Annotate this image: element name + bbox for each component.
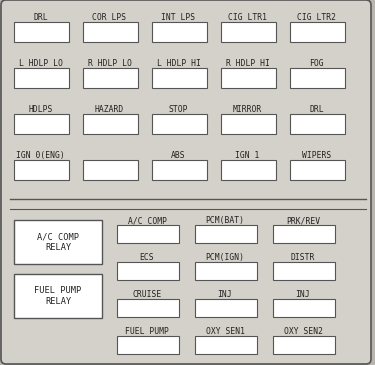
Bar: [273, 336, 335, 354]
Text: A/C COMP
RELAY: A/C COMP RELAY: [37, 232, 79, 252]
Bar: [290, 114, 345, 134]
Text: HDLPS: HDLPS: [28, 105, 53, 114]
Bar: [290, 22, 345, 42]
Bar: [290, 68, 345, 88]
Bar: [14, 68, 69, 88]
Bar: [152, 22, 207, 42]
Bar: [273, 225, 335, 243]
Text: IGN 1: IGN 1: [236, 151, 260, 160]
Bar: [14, 114, 69, 134]
Bar: [83, 22, 138, 42]
Bar: [152, 160, 207, 180]
Text: ECS: ECS: [140, 253, 154, 262]
Text: CIG LTR1: CIG LTR1: [228, 13, 267, 22]
Text: L HDLP HI: L HDLP HI: [157, 59, 200, 68]
Bar: [83, 160, 138, 180]
Text: A/C COMP: A/C COMP: [128, 216, 166, 225]
Bar: [117, 262, 179, 280]
Bar: [83, 114, 138, 134]
Text: PCM(BAT): PCM(BAT): [206, 216, 245, 225]
Text: DISTR: DISTR: [291, 253, 315, 262]
Text: OXY SEN2: OXY SEN2: [284, 327, 322, 336]
Bar: [117, 299, 179, 317]
Bar: [117, 336, 179, 354]
Text: INJ: INJ: [296, 290, 310, 299]
Text: PCM(IGN): PCM(IGN): [206, 253, 245, 262]
Bar: [221, 114, 276, 134]
Bar: [83, 68, 138, 88]
Text: IGN 0(ENG): IGN 0(ENG): [16, 151, 65, 160]
Bar: [273, 262, 335, 280]
Text: ABS: ABS: [171, 151, 186, 160]
Text: FOG: FOG: [309, 59, 324, 68]
Bar: [117, 225, 179, 243]
Text: HAZARD: HAZARD: [95, 105, 124, 114]
Text: DRL: DRL: [33, 13, 48, 22]
Text: DRL: DRL: [309, 105, 324, 114]
Text: PRK/REV: PRK/REV: [286, 216, 320, 225]
Text: FUEL PUMP: FUEL PUMP: [125, 327, 169, 336]
Text: R HDLP HI: R HDLP HI: [226, 59, 269, 68]
Text: COR LPS: COR LPS: [92, 13, 126, 22]
Bar: [14, 160, 69, 180]
Bar: [273, 299, 335, 317]
Text: L HDLP LO: L HDLP LO: [18, 59, 62, 68]
Bar: [221, 68, 276, 88]
Text: OXY SEN1: OXY SEN1: [206, 327, 245, 336]
Text: FUEL PUMP
RELAY: FUEL PUMP RELAY: [34, 286, 82, 306]
Bar: [221, 22, 276, 42]
Text: WIPERS: WIPERS: [302, 151, 331, 160]
Bar: [152, 68, 207, 88]
Text: STOP: STOP: [169, 105, 188, 114]
Bar: [195, 299, 257, 317]
Text: INT LPS: INT LPS: [161, 13, 196, 22]
Bar: [195, 262, 257, 280]
Bar: [290, 160, 345, 180]
Text: INJ: INJ: [217, 290, 232, 299]
Bar: [14, 22, 69, 42]
Bar: [14, 274, 102, 318]
Text: CIG LTR2: CIG LTR2: [297, 13, 336, 22]
Bar: [195, 336, 257, 354]
Text: MIRROR: MIRROR: [233, 105, 262, 114]
Bar: [14, 220, 102, 264]
Text: R HDLP LO: R HDLP LO: [87, 59, 131, 68]
Bar: [152, 114, 207, 134]
Bar: [221, 160, 276, 180]
Text: CRUISE: CRUISE: [132, 290, 162, 299]
Bar: [195, 225, 257, 243]
